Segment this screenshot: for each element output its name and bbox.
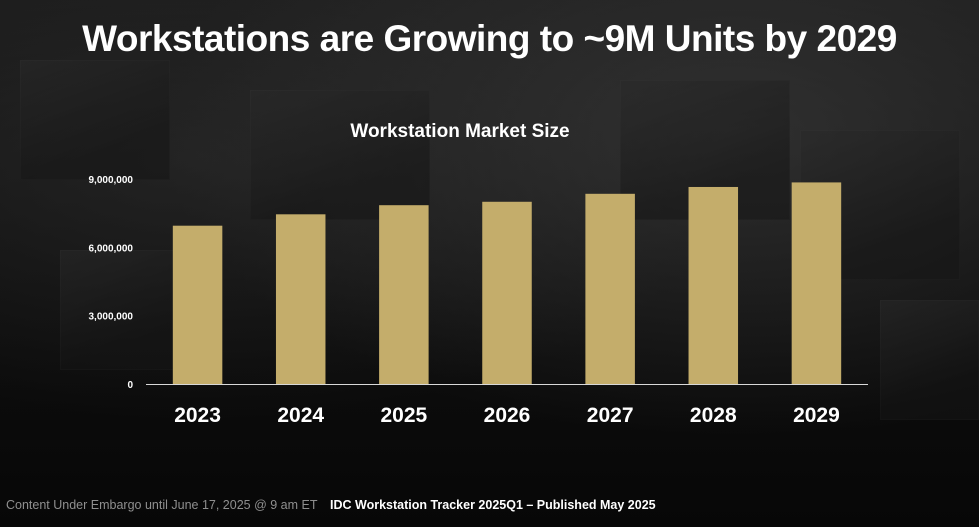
y-tick-label: 3,000,000 [89, 312, 134, 323]
x-tick-label: 2026 [484, 404, 531, 427]
y-tick-label: 6,000,000 [89, 243, 134, 254]
x-tick-label: 2024 [277, 404, 324, 427]
y-tick-label: 0 [127, 380, 133, 391]
y-tick-label: 9,000,000 [89, 175, 134, 186]
x-tick-label: 2029 [793, 404, 840, 427]
bar-2023 [172, 225, 223, 384]
x-tick-label: 2023 [174, 404, 221, 427]
source-note: IDC Workstation Tracker 2025Q1 – Publish… [330, 498, 656, 512]
x-tick-label: 2025 [380, 404, 427, 427]
background-cube [880, 300, 979, 420]
bar-2024 [275, 214, 326, 384]
bar-2025 [379, 205, 429, 384]
chart-title: Workstation Market Size [350, 121, 569, 142]
slide-title: Workstations are Growing to ~9M Units by… [82, 18, 897, 59]
background-cube [250, 90, 430, 220]
x-tick-label: 2028 [690, 404, 737, 427]
embargo-notice: Content Under Embargo until June 17, 202… [6, 498, 318, 512]
x-tick-label: 2027 [587, 404, 634, 427]
background-cube [20, 60, 170, 180]
bar-2028 [688, 186, 739, 384]
bar-2027 [585, 193, 635, 384]
bar-2026 [482, 201, 532, 384]
bar-2029 [791, 182, 842, 384]
